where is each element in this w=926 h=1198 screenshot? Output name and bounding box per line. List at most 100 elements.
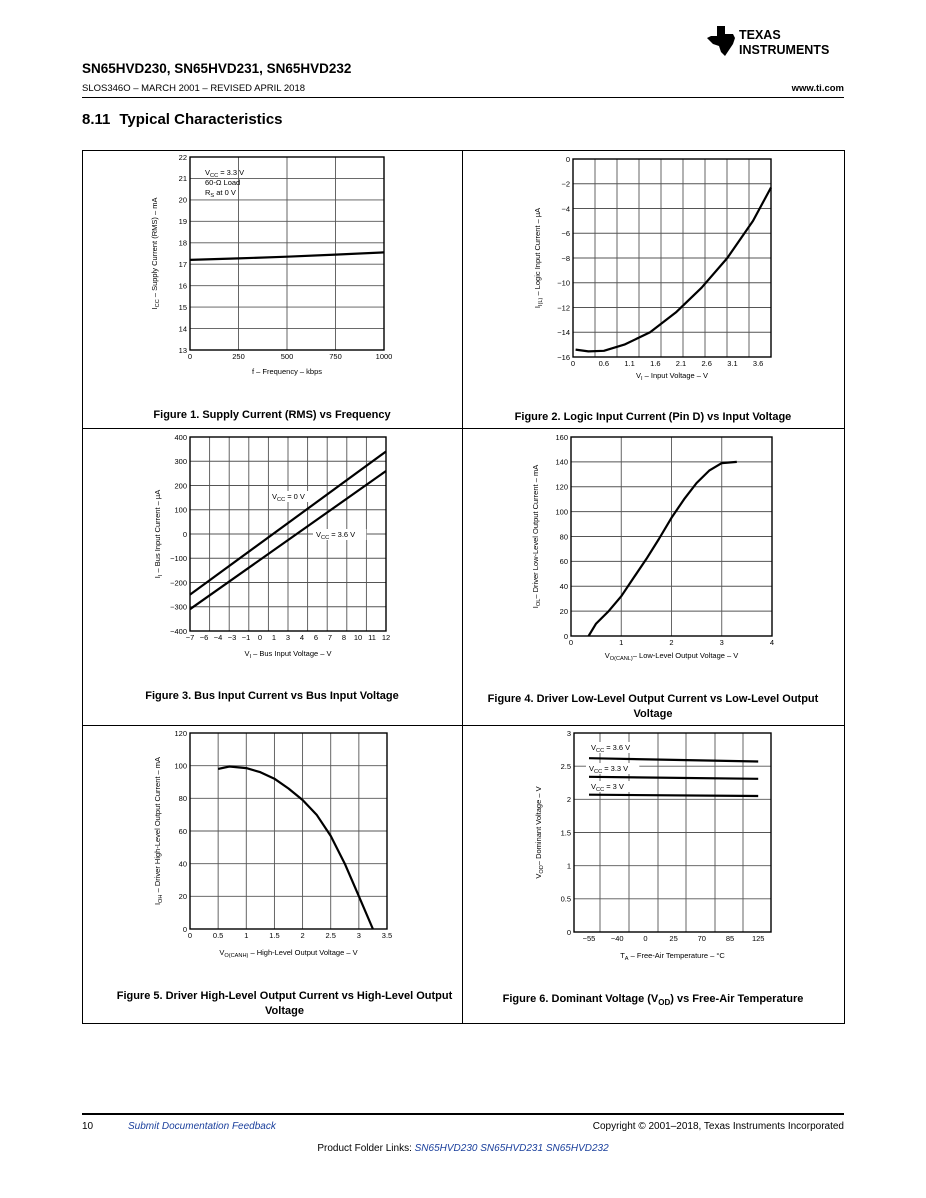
product-folder-links: Product Folder Links: SN65HVD230 SN65HVD… [0,1143,926,1154]
label-text: 60-Ω Load [205,178,240,187]
y-axis-label: II – Bus Input Current – µA [153,490,164,578]
label-text: V [244,649,249,658]
series-1-line [587,460,737,637]
x-tick-label: 7 [328,633,332,642]
label-text: V [205,168,210,177]
label-text: I [150,307,159,309]
plot-frame [573,732,772,933]
plot-frame [572,158,772,358]
annotation-background [588,781,633,792]
y-tick-label: 0 [564,632,568,641]
texas-state-icon [707,26,735,56]
annotation-background [313,529,367,540]
y-tick-label: −100 [170,554,187,563]
y-tick-label: 40 [179,859,187,868]
y-tick-label: 0 [566,155,570,164]
grid-divider-row-1 [82,428,844,429]
x-tick-label: 4 [770,638,774,647]
x-tick-label: −40 [611,934,624,943]
x-tick-label: −4 [214,633,223,642]
label-subscript: OL [536,599,542,606]
label-subscript: I [249,654,251,660]
x-axis-label: TA – Free-Air Temperature – °C [620,951,725,962]
product-link-sn65hvd231[interactable]: SN65HVD231 [480,1143,544,1154]
y-tick-label: 80 [560,532,568,541]
series-1-line [217,765,374,930]
y-tick-label: 1.5 [561,828,571,837]
label-subscript: CC [277,497,285,503]
label-text: I [531,606,540,608]
x-tick-label: 10 [354,633,362,642]
label-text: = 0 V [285,492,305,501]
x-tick-label: 3 [357,931,361,940]
header-rule [82,97,844,98]
x-tick-label: 2.1 [676,359,686,368]
label-text: – Driver High-Level Output Current – mA [153,757,162,895]
figure-5-chart: 0 20 40 60 80 100 120 0 0.5 1 1.5 2 2.5 3 3.5 VO(CANH) … [153,729,392,959]
grid-divider-vertical [462,150,463,1023]
y-tick-label: 400 [174,433,187,442]
label-text: at 0 V [214,188,236,197]
x-tick-label: 2.6 [701,359,711,368]
label-text: V [219,948,224,957]
y-tick-label: 15 [179,303,187,312]
y-tick-label: 0 [183,925,187,934]
label-subscript: CC [321,535,329,541]
caption-text: Figure 2. Logic Input Current (Pin D) vs… [514,411,792,423]
series-1-line [189,450,387,596]
y-tick-label: −14 [557,328,570,337]
section-number: 8.11 [82,111,111,128]
label-text: V [272,492,277,501]
label-subscript: CC [210,173,218,179]
label-subscript: I [641,376,643,382]
label-subscript: O(CANL) [610,656,633,662]
caption-subscript: OD [658,998,671,1008]
x-tick-label: 0 [258,633,262,642]
y-tick-label: −6 [561,229,570,238]
y-tick-label: 19 [179,217,187,226]
y-tick-label: 200 [174,481,187,490]
label-text: – Driver Low-Level Output Current – mA [531,465,540,599]
figure-1-caption: Figure 1. Supply Current (RMS) vs Freque… [82,408,462,423]
y-tick-label: 2.5 [561,762,571,771]
x-tick-label: 3.6 [753,359,763,368]
x-tick-label: 3.5 [382,931,392,940]
label-text: I [153,576,162,578]
x-axis-label: VI – Bus Input Voltage – V [244,649,331,660]
y-tick-label: 60 [179,827,187,836]
y-tick-label: 100 [174,761,187,770]
label-text: V [605,651,610,660]
annotation-background [588,742,642,753]
product-link-sn65hvd232[interactable]: SN65HVD232 [545,1143,609,1154]
annotation-background [586,763,640,774]
y-tick-label: −8 [561,254,570,263]
y-tick-label: −200 [170,578,187,587]
annotation-label: VCC = 0 V [272,492,305,503]
y-tick-label: 20 [560,607,568,616]
x-tick-label: 3 [720,638,724,647]
y-tick-label: 1 [567,861,571,870]
y-tick-label: 17 [179,260,187,269]
product-links-label: Product Folder Links: [317,1143,412,1154]
section-title: Typical Characteristics [119,111,283,128]
y-tick-label: 160 [555,433,568,442]
label-subscript: OH [158,895,164,903]
feedback-link[interactable]: Submit Documentation Feedback [128,1121,276,1132]
y-tick-label: 3 [567,729,571,738]
label-text: – Free-Air Temperature – °C [629,951,726,960]
y-tick-label: 120 [174,729,187,738]
series-2-line [588,775,759,780]
x-tick-label: 11 [368,633,376,642]
label-text: = 3.3 V [602,764,628,773]
label-text: – Logic Input Current – µA [533,208,542,298]
website-link[interactable]: www.ti.com [791,83,844,94]
x-tick-label: 25 [669,934,677,943]
figure-2-chart: −16 −14 −12 −10 −8 −6 −4 −2 0 0 0.6 1.1 1.6 2.1 2.6 3.1… [533,155,772,382]
y-tick-label: −2 [561,180,570,189]
label-text: V [589,764,594,773]
x-tick-label: 250 [232,352,245,361]
product-link-sn65hvd230[interactable]: SN65HVD230 [414,1143,478,1154]
x-tick-label: 3 [286,633,290,642]
x-tick-label: 6 [314,633,318,642]
